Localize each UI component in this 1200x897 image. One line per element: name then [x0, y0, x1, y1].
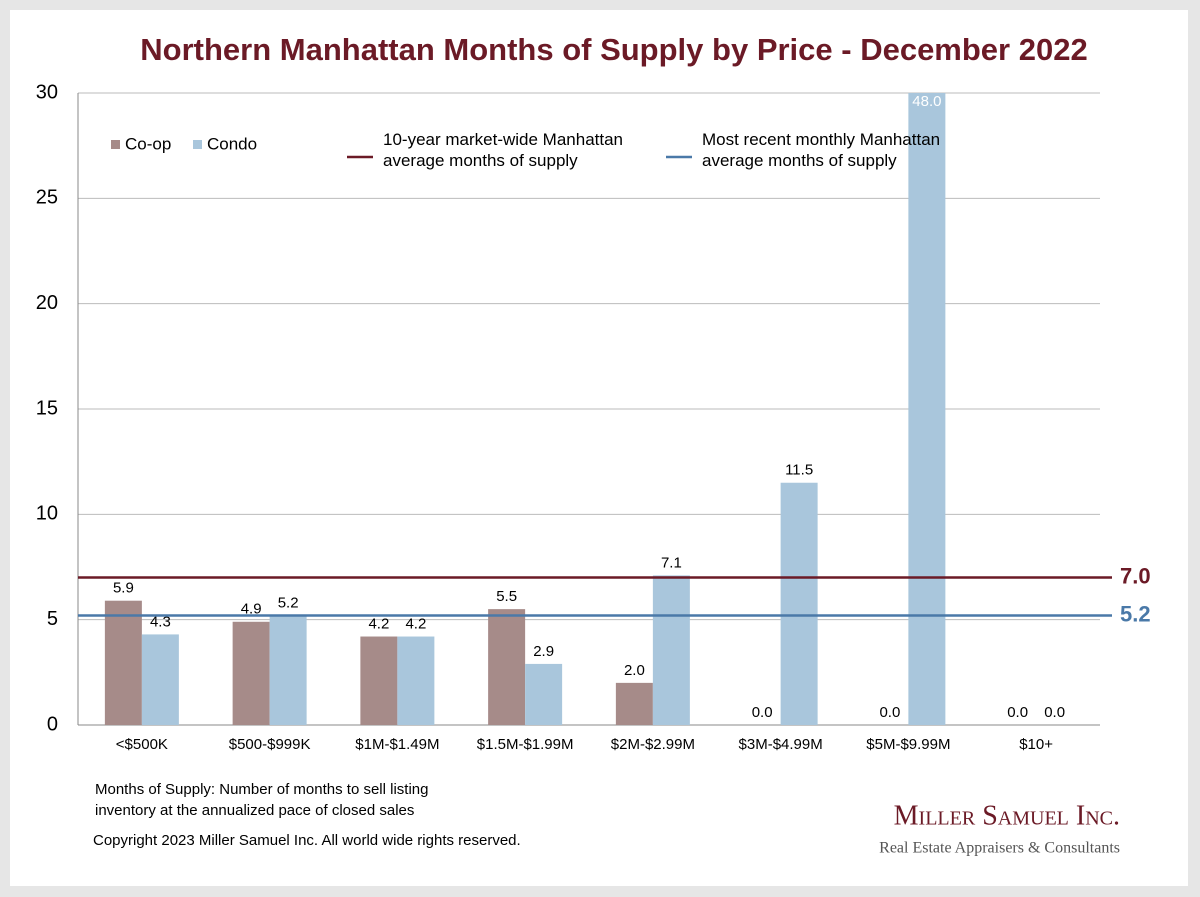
bar	[488, 609, 526, 725]
value-label: 0.0	[1007, 704, 1028, 721]
value-label: 0.0	[752, 704, 773, 721]
logo-tagline: Real Estate Appraisers & Consultants	[879, 840, 1120, 857]
legend-swatch	[111, 140, 120, 149]
reference-label: 7.0	[1120, 563, 1151, 588]
bar	[615, 682, 653, 725]
y-tick-label: 25	[36, 187, 58, 209]
note-line: inventory at the annualized pace of clos…	[95, 802, 414, 819]
bar	[269, 615, 307, 725]
logo-name: Miller Samuel Inc.	[894, 800, 1120, 831]
bar	[652, 575, 690, 725]
x-tick-label: $1M-$1.49M	[355, 736, 439, 753]
x-tick-label: <$500K	[116, 736, 168, 753]
value-label: 5.9	[113, 580, 134, 597]
value-label: 0.0	[1044, 704, 1065, 721]
value-label: 4.2	[405, 615, 426, 632]
value-label: 5.5	[496, 588, 517, 605]
bar	[908, 93, 946, 725]
legend-label: 10-year market-wide Manhattan average mon…	[383, 130, 623, 170]
y-tick-label: 10	[36, 503, 58, 525]
value-label: 4.9	[241, 601, 262, 618]
bars	[104, 93, 946, 725]
y-tick-label: 0	[47, 713, 58, 735]
copyright: Copyright 2023 Miller Samuel Inc. All wo…	[93, 832, 521, 849]
value-label: 7.1	[661, 554, 682, 571]
reference-label: 5.2	[1120, 601, 1151, 626]
y-tick-label: 30	[36, 81, 58, 103]
legend-label: Co-op	[125, 134, 171, 153]
note-line: Months of Supply: Number of months to se…	[95, 781, 429, 798]
value-label: 2.0	[624, 662, 645, 679]
value-label: 0.0	[879, 704, 900, 721]
bar	[525, 663, 563, 725]
x-tick-label: $2M-$2.99M	[611, 736, 695, 753]
legend-label: Most recent monthly Manhattan average mon…	[702, 130, 940, 170]
value-label: 4.2	[368, 615, 389, 632]
card	[10, 10, 1188, 886]
legend-swatch	[193, 140, 202, 149]
bar	[104, 600, 142, 725]
bar	[360, 636, 398, 725]
y-tick-label: 20	[36, 292, 58, 314]
x-tick-label: $5M-$9.99M	[866, 736, 950, 753]
x-tick-label: $10+	[1019, 736, 1053, 753]
value-label: 4.3	[150, 613, 171, 630]
value-label: 48.0	[912, 93, 941, 110]
value-label: 5.2	[278, 594, 299, 611]
bar	[780, 482, 818, 725]
bar	[141, 634, 179, 725]
x-tick-label: $500-$999K	[229, 736, 311, 753]
x-tick-label: $3M-$4.99M	[739, 736, 823, 753]
y-tick-label: 5	[47, 608, 58, 630]
y-tick-label: 15	[36, 397, 58, 419]
x-tick-label: $1.5M-$1.99M	[477, 736, 574, 753]
bar	[397, 636, 435, 725]
value-label: 2.9	[533, 643, 554, 660]
chart-title: Northern Manhattan Months of Supply by P…	[140, 32, 1087, 67]
value-label: 11.5	[785, 462, 813, 479]
bar	[232, 621, 270, 725]
legend-label: Condo	[207, 134, 257, 153]
